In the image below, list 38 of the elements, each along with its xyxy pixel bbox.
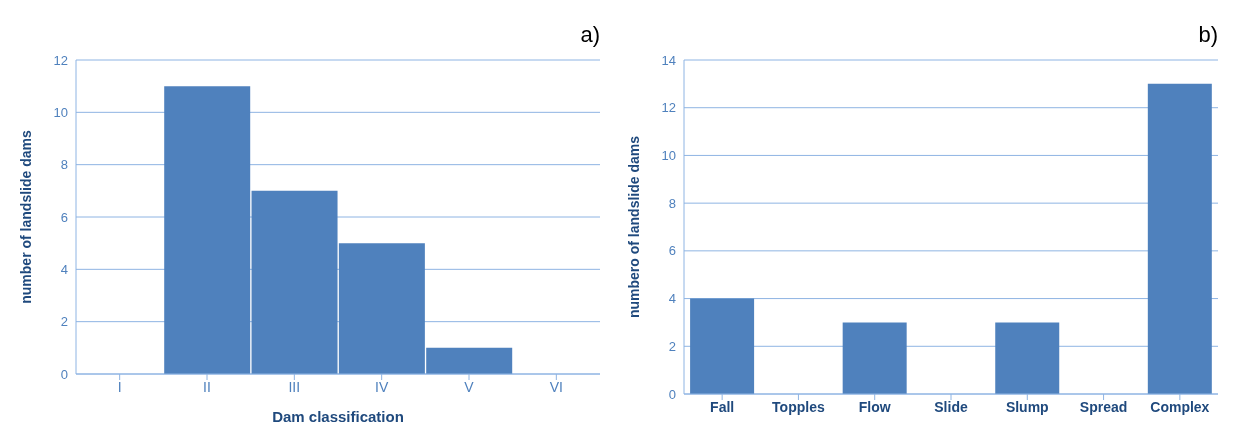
y-tick-label: 12 xyxy=(53,52,68,68)
x-axis-title: Dam classification xyxy=(272,408,404,425)
x-tick-label: Complex xyxy=(1150,398,1210,415)
y-axis-title: numbero of landslide dams xyxy=(625,135,642,319)
x-tick-label: II xyxy=(203,378,211,395)
y-tick-label: 4 xyxy=(668,291,676,307)
y-tick-label: 2 xyxy=(668,338,676,354)
y-axis-title: number of landslide dams xyxy=(17,130,34,304)
y-tick-label: 6 xyxy=(668,243,676,259)
x-tick-label: Fall xyxy=(710,398,735,415)
x-tick-label: Slide xyxy=(934,398,968,415)
y-tick-label: 8 xyxy=(60,157,68,173)
bar xyxy=(842,322,907,394)
y-tick-label: 0 xyxy=(668,386,676,402)
x-tick-label: III xyxy=(288,378,301,395)
y-tick-label: 12 xyxy=(661,100,676,116)
y-tick-label: 8 xyxy=(668,195,676,211)
x-tick-label: V xyxy=(464,378,475,395)
bar xyxy=(995,322,1060,394)
x-tick-label: Topples xyxy=(772,398,825,415)
y-tick-label: 10 xyxy=(53,104,68,120)
chart-title: b) xyxy=(1198,22,1218,48)
bar xyxy=(690,298,755,394)
y-tick-label: 10 xyxy=(661,148,676,164)
x-tick-label: VI xyxy=(549,378,563,395)
x-tick-label: Flow xyxy=(858,398,891,415)
y-tick-label: 4 xyxy=(60,261,68,277)
bar xyxy=(1147,83,1212,394)
y-tick-label: 14 xyxy=(661,52,676,68)
x-tick-label: Slump xyxy=(1005,398,1049,415)
x-tick-label: IV xyxy=(375,378,389,395)
y-tick-label: 0 xyxy=(60,366,68,382)
y-tick-label: 2 xyxy=(60,314,68,330)
x-tick-label: I xyxy=(117,378,122,395)
chart-title: a) xyxy=(580,22,600,48)
x-tick-label: Spread xyxy=(1079,398,1128,415)
y-tick-label: 6 xyxy=(60,209,68,225)
bar xyxy=(164,86,251,374)
